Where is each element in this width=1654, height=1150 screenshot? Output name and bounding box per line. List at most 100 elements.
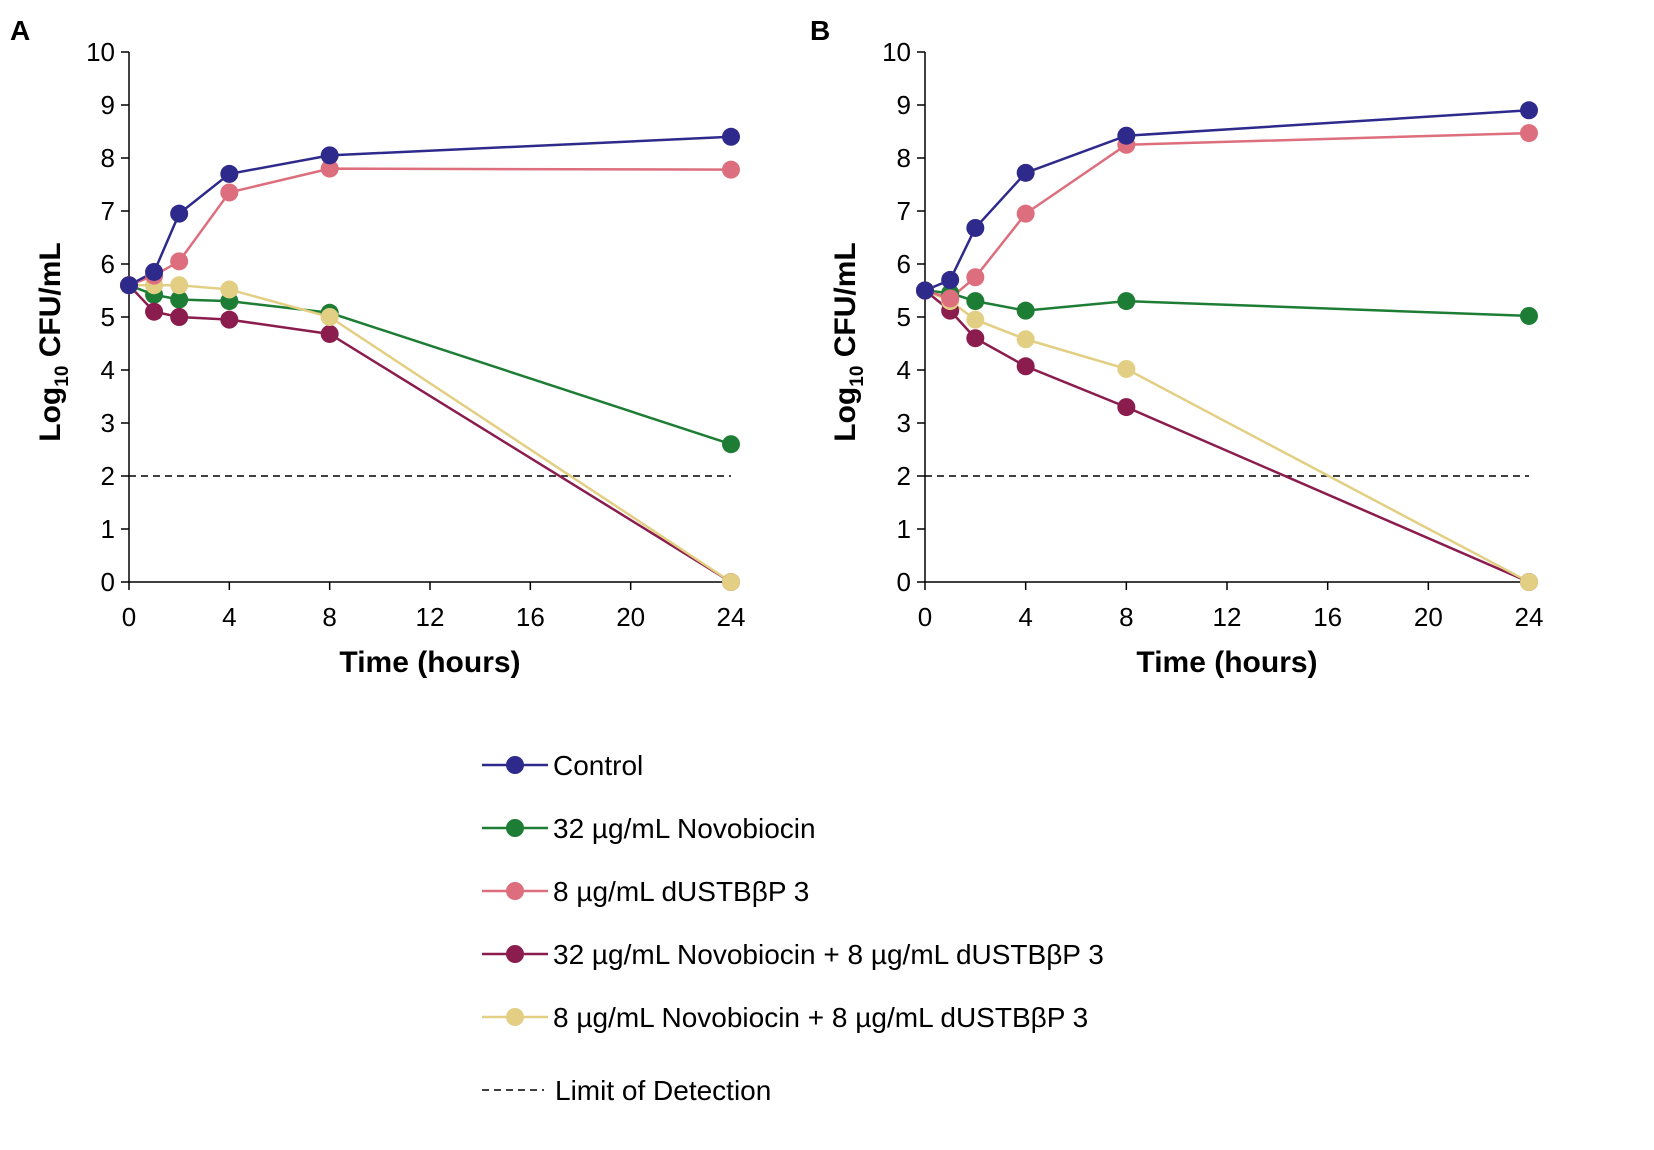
panel-a-series-line-8-ug-ml-novobiocin-plus-8-ug-ml-dustbbp-3 xyxy=(129,283,732,584)
panel-a-y-tick-label: 8 xyxy=(101,143,115,173)
panel-a-point-32-ug-ml-novobiocin-plus-8-ug-ml-dustbbp-3 xyxy=(220,310,239,329)
panel-a-y-tick-label: 7 xyxy=(101,196,115,226)
panel-b-x-axis-title: Time (hours) xyxy=(1136,646,1317,679)
panel-a-point-control xyxy=(170,204,189,223)
panel-b-series-line-8-ug-ml-novobiocin-plus-8-ug-ml-dustbbp-3 xyxy=(924,289,1530,584)
panel-a-point-control xyxy=(722,127,740,146)
legend-item-8-ug-ml-novobiocin-plus-8-ug-ml-dustbbp-3: 8 µg/mL Novobiocin + 8 µg/mL dUSTBβP 3 xyxy=(482,1002,1088,1033)
panel-a-point-8-ug-ml-novobiocin-plus-8-ug-ml-dustbbp-3 xyxy=(170,276,189,295)
panel-b-x-tick-label: 24 xyxy=(1515,602,1544,632)
panel-b-point-8-ug-ml-novobiocin-plus-8-ug-ml-dustbbp-3 xyxy=(1016,330,1035,349)
panel-b-point-control xyxy=(966,218,985,237)
panel-b-y-tick-label: 2 xyxy=(897,461,911,491)
panel-b-y-tick-label: 1 xyxy=(897,514,911,544)
panel-a-point-control xyxy=(145,262,164,281)
panel-a-point-32-ug-ml-novobiocin-plus-8-ug-ml-dustbbp-3 xyxy=(320,324,339,343)
panel-b-point-32-ug-ml-novobiocin xyxy=(1016,301,1035,320)
panel-a-point-8-ug-ml-novobiocin-plus-8-ug-ml-dustbbp-3 xyxy=(320,308,339,326)
panel-a-point-32-ug-ml-novobiocin xyxy=(170,290,189,309)
panel-b-x-tick-label: 20 xyxy=(1414,602,1443,632)
panel-b-point-control xyxy=(1117,126,1136,145)
panel-a-x-tick-label: 4 xyxy=(222,602,236,632)
panel-a-point-8-ug-ml-novobiocin-plus-8-ug-ml-dustbbp-3 xyxy=(722,573,740,591)
panel-a-point-control xyxy=(120,276,138,295)
panel-a-y-tick-label: 6 xyxy=(101,249,115,279)
panel-a-y-tick-label: 0 xyxy=(101,567,115,597)
panel-a-y-tick-label: 9 xyxy=(101,90,115,120)
panel-b-x-tick-label: 12 xyxy=(1213,602,1242,632)
legend-item-32-ug-ml-novobiocin-plus-8-ug-ml-dustbbp-3: 32 µg/mL Novobiocin + 8 µg/mL dUSTBβP 3 xyxy=(482,939,1104,970)
panel-b-series-line-32-ug-ml-novobiocin xyxy=(924,289,1530,318)
panel-b-y-tick-label: 8 xyxy=(897,143,911,173)
panel-b-series-line-8-ug-ml-dustbbp-3 xyxy=(924,131,1530,300)
panel-a-point-8-ug-ml-novobiocin-plus-8-ug-ml-dustbbp-3 xyxy=(220,280,239,299)
legend-label: 8 µg/mL Novobiocin + 8 µg/mL dUSTBβP 3 xyxy=(553,1002,1088,1033)
panel-a-y-title-main: Log xyxy=(34,387,67,442)
panel-a-y-tick-label: 3 xyxy=(101,408,115,438)
panel-b-point-32-ug-ml-novobiocin xyxy=(1117,292,1136,311)
panel-a-letter: A xyxy=(10,15,30,46)
panel-b-point-32-ug-ml-novobiocin-plus-8-ug-ml-dustbbp-3 xyxy=(1016,357,1035,376)
panel-b-y-title-rest: CFU/mL xyxy=(829,242,862,365)
panel-a-y-title-sub: 10 xyxy=(52,366,73,387)
panel-a-point-8-ug-ml-dustbbp-3 xyxy=(220,183,239,202)
legend-item-control: Control xyxy=(482,750,643,781)
panel-b-point-8-ug-ml-novobiocin-plus-8-ug-ml-dustbbp-3 xyxy=(966,310,985,329)
panel-b-point-32-ug-ml-novobiocin-plus-8-ug-ml-dustbbp-3 xyxy=(1117,398,1136,417)
panel-b-point-8-ug-ml-dustbbp-3 xyxy=(966,268,985,287)
panel-b-point-control xyxy=(916,281,934,300)
panel-b-y-title-sub: 10 xyxy=(847,366,868,387)
legend-label: 32 µg/mL Novobiocin xyxy=(553,813,816,844)
legend: Control 32 µg/mL Novobiocin 8 µg/mL dUSTBβ… xyxy=(482,750,1104,1106)
panel-a-series-line-control xyxy=(128,135,732,287)
panel-b-point-32-ug-ml-novobiocin xyxy=(1520,306,1538,325)
panel-b-y-tick-label: 5 xyxy=(897,302,911,332)
panel-a-x-axis-title: Time (hours) xyxy=(339,646,520,679)
legend-marker-swatch xyxy=(506,756,524,774)
legend-marker-swatch xyxy=(506,1008,524,1026)
legend-item-32-ug-ml-novobiocin: 32 µg/mL Novobiocin xyxy=(482,813,816,844)
panel-a-x-tick-label: 16 xyxy=(516,602,545,632)
legend-label: Control xyxy=(553,750,643,781)
panel-b-y-tick-label: 7 xyxy=(897,196,911,226)
panel-a-y-tick-label: 1 xyxy=(101,514,115,544)
panel-b-x-tick-label: 0 xyxy=(918,602,932,632)
panel-b-point-control xyxy=(1520,101,1538,120)
panel-b-y-tick-label: 3 xyxy=(897,408,911,438)
legend-item-limit-of-detection: Limit of Detection xyxy=(482,1075,771,1106)
panel-a-y-tick-label: 2 xyxy=(101,461,115,491)
panel-b-point-8-ug-ml-dustbbp-3 xyxy=(941,289,960,308)
panel-b-point-control xyxy=(1016,163,1035,182)
panel-a-point-32-ug-ml-novobiocin xyxy=(722,435,740,454)
panel-b-point-32-ug-ml-novobiocin-plus-8-ug-ml-dustbbp-3 xyxy=(966,329,985,348)
panel-b-point-8-ug-ml-dustbbp-3 xyxy=(1016,204,1035,223)
panel-b-x-tick-label: 4 xyxy=(1018,602,1032,632)
panel-b-y-tick-label: 4 xyxy=(897,355,911,385)
panel-b-y-tick-label: 10 xyxy=(882,37,911,67)
panel-b-y-tick-label: 9 xyxy=(897,90,911,120)
panel-a-x-tick-label: 0 xyxy=(122,602,136,632)
panel-a-point-control xyxy=(320,146,339,165)
panel-b-series-line-control xyxy=(924,109,1530,292)
panel-b-letter: B xyxy=(810,15,830,46)
panel-b-y-tick-label: 6 xyxy=(897,249,911,279)
panel-b-x-tick-label: 8 xyxy=(1119,602,1133,632)
panel-a-point-8-ug-ml-dustbbp-3 xyxy=(170,252,189,271)
panel-b-point-8-ug-ml-novobiocin-plus-8-ug-ml-dustbbp-3 xyxy=(1117,359,1136,378)
panel-a-x-tick-label: 20 xyxy=(616,602,645,632)
panel-a-point-32-ug-ml-novobiocin-plus-8-ug-ml-dustbbp-3 xyxy=(145,302,164,321)
panel-a-x-tick-label: 24 xyxy=(717,602,746,632)
panel-a-series-line-8-ug-ml-dustbbp-3 xyxy=(128,167,732,287)
panel-a-y-axis-title: Log10 CFU/mL xyxy=(34,242,73,441)
panel-a-x-tick-label: 12 xyxy=(416,602,445,632)
panel-b-point-control xyxy=(941,270,960,289)
panel-b-point-32-ug-ml-novobiocin xyxy=(966,292,985,311)
panel-b-point-8-ug-ml-dustbbp-3 xyxy=(1520,124,1538,143)
panel-a-point-8-ug-ml-dustbbp-3 xyxy=(722,160,740,179)
panel-b-x-tick-label: 16 xyxy=(1313,602,1342,632)
panel-b-y-tick-label: 0 xyxy=(897,567,911,597)
legend-label: Limit of Detection xyxy=(555,1075,771,1106)
panel-a-y-tick-label: 10 xyxy=(86,37,115,67)
legend-marker-swatch xyxy=(506,882,524,900)
